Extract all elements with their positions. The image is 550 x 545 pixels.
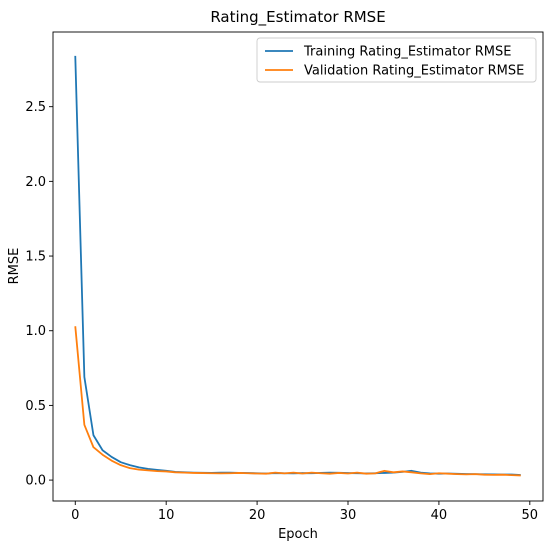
legend: Training Rating_Estimator RMSE Validation… bbox=[256, 37, 537, 83]
x-tick-label: 0 bbox=[71, 508, 79, 523]
x-tick-label: 20 bbox=[249, 508, 266, 523]
y-tick-label: 1.0 bbox=[25, 324, 46, 339]
y-tick-label: 2.5 bbox=[25, 100, 46, 115]
x-axis-label: Epoch bbox=[278, 527, 318, 542]
x-tick-label: 40 bbox=[431, 508, 448, 523]
x-axis-ticks: 0 10 20 30 40 50 bbox=[71, 501, 538, 523]
y-tick-label: 2.0 bbox=[25, 175, 46, 190]
y-axis-label: RMSE bbox=[7, 248, 22, 285]
x-tick-label: 30 bbox=[340, 508, 357, 523]
legend-entry-label: Validation Rating_Estimator RMSE bbox=[304, 64, 524, 79]
legend-entry-label: Training Rating_Estimator RMSE bbox=[303, 45, 511, 60]
legend-box bbox=[256, 37, 537, 83]
series-lines bbox=[74, 55, 521, 477]
y-tick-label: 0.0 bbox=[25, 474, 46, 489]
x-tick-label: 50 bbox=[522, 508, 539, 523]
y-tick-label: 0.5 bbox=[25, 399, 46, 414]
y-tick-label: 1.5 bbox=[25, 250, 46, 265]
series-line-validation bbox=[74, 326, 521, 477]
x-tick-label: 10 bbox=[158, 508, 175, 523]
chart-title: Rating_Estimator RMSE bbox=[210, 8, 385, 27]
y-axis-ticks: 0.0 0.5 1.0 1.5 2.0 2.5 bbox=[25, 100, 53, 489]
plot-frame bbox=[52, 31, 544, 502]
